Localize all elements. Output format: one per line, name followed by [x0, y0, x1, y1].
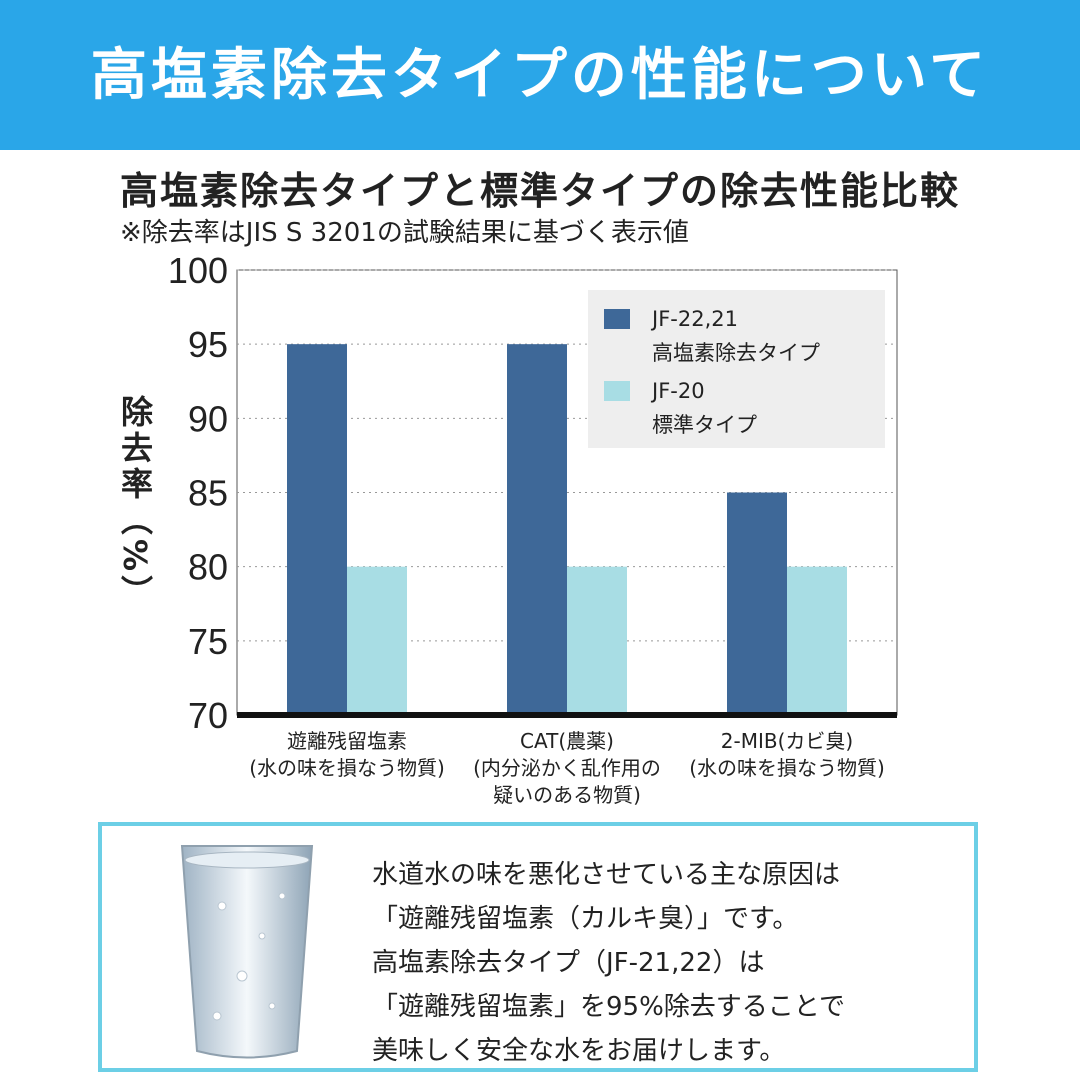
info-text: 美味しく安全な水をお届けします。 [372, 1036, 786, 1066]
y-tick-label: 70 [188, 695, 228, 736]
info-text: 水道水の味を悪化させている主な原因は [372, 860, 841, 890]
y-axis-label: 除去率（%） [116, 395, 154, 612]
info-box: 水道水の味を悪化させている主な原因は 「遊離残留塩素（カルキ臭）」です。 高塩素除去… [98, 822, 978, 1072]
info-text: 「遊離残留塩素（カルキ臭）」です。 [372, 904, 799, 934]
x-tick-label: 遊離残留塩素 (水の味を損なう物質) [249, 729, 445, 780]
bar [287, 344, 347, 715]
bar [787, 566, 847, 715]
legend-label: JF-20 標準タイプ [652, 379, 757, 437]
bar [507, 344, 567, 715]
info-text: 「遊離残留塩素」を95%除去することで [372, 992, 846, 1022]
legend-item: JF-20 標準タイプ [604, 374, 757, 442]
glass-illustration [180, 845, 314, 1059]
legend-swatch [604, 309, 630, 329]
bar [347, 566, 407, 715]
header-band [0, 0, 1080, 150]
chart-subtitle: ※除去率はJIS S 3201の試験結果に基づく表示値 [120, 218, 689, 248]
y-tick-label: 75 [188, 621, 228, 662]
legend: JF-22,21 高塩素除去タイプ JF-20 標準タイプ [588, 290, 885, 448]
y-tick-label: 90 [188, 398, 228, 439]
header-title: 高塩素除去タイプの性能について [90, 43, 990, 108]
y-tick-label: 85 [188, 473, 228, 514]
legend-label: JF-22,21 高塩素除去タイプ [652, 307, 820, 365]
bar [727, 492, 787, 715]
x-tick-label: 2-MIB(カビ臭) (水の味を損なう物質) [689, 729, 885, 780]
legend-swatch [604, 381, 630, 401]
x-tick-label: CAT(農薬) (内分泌かく乱作用の 疑いのある物質) [473, 729, 661, 807]
y-tick-label: 80 [188, 547, 228, 588]
chart: 70 75 80 85 90 95 100 [168, 250, 898, 736]
chart-title: 高塩素除去タイプと標準タイプの除去性能比較 [119, 169, 960, 213]
info-text: 高塩素除去タイプ（JF-21,22）は [372, 948, 765, 978]
y-tick-label: 100 [168, 250, 228, 291]
legend-item: JF-22,21 高塩素除去タイプ [604, 302, 820, 370]
bar [567, 566, 627, 715]
y-tick-label: 95 [188, 324, 228, 365]
